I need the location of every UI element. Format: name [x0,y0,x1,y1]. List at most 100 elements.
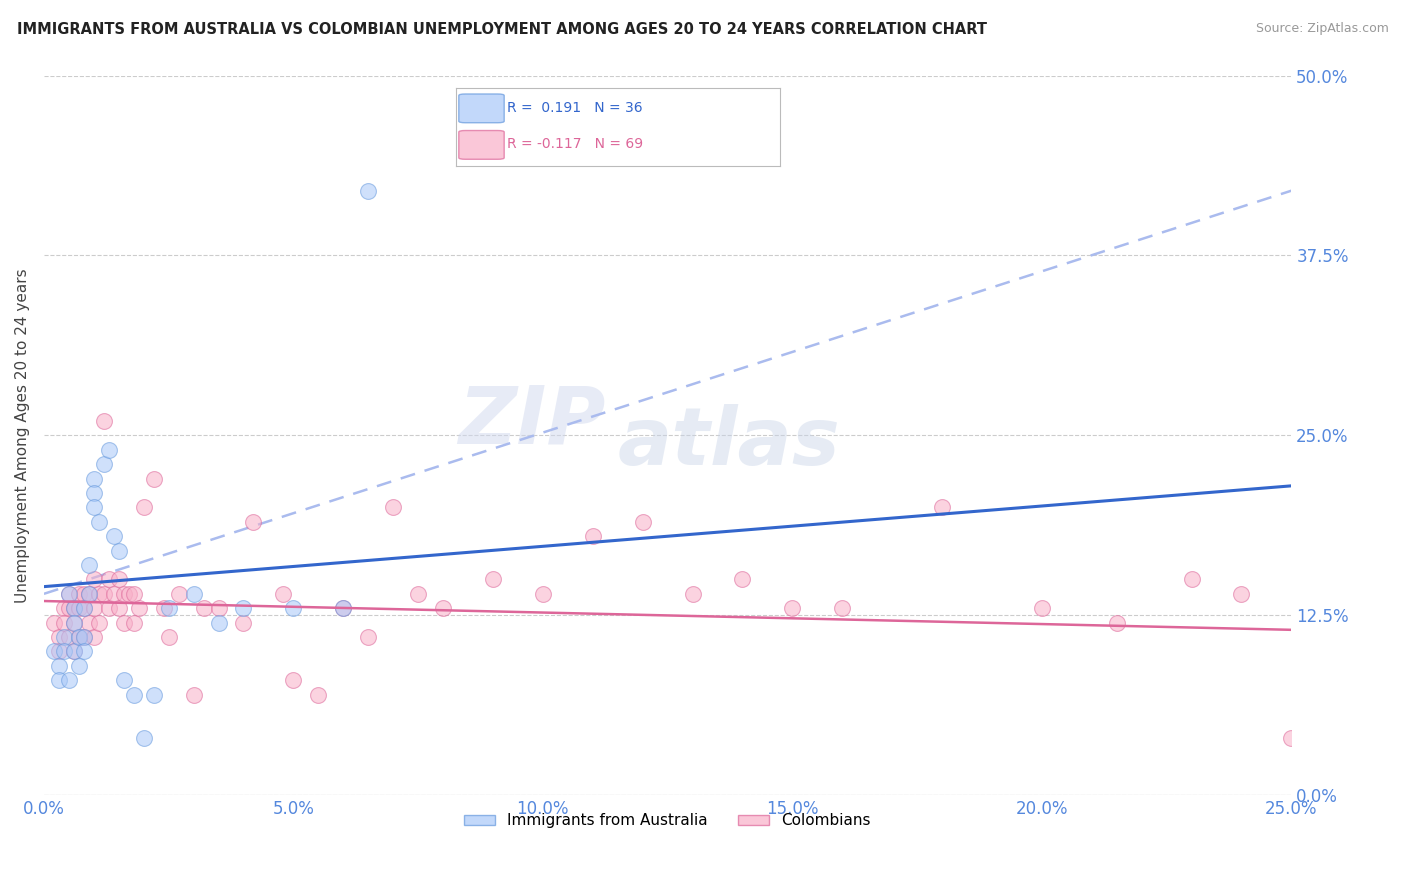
Point [232,601,254,615]
Point [58,587,80,601]
Point [97,573,120,587]
Point [93,414,115,428]
Point [73,601,96,615]
Text: atlas: atlas [617,404,841,482]
Point [63,601,86,615]
Point [582,529,605,543]
Point [67,601,90,615]
Point [1105,615,1128,630]
Point [67,658,90,673]
Point [382,500,405,515]
Legend: Immigrants from Australia, Colombians: Immigrants from Australia, Colombians [458,807,877,835]
Point [1279,731,1302,745]
Point [831,601,853,615]
Point [332,601,354,615]
Point [132,500,155,515]
Point [157,601,180,615]
Point [87,515,110,529]
Point [42,644,65,658]
Point [132,731,155,745]
Point [77,587,100,601]
Point [157,630,180,644]
Point [77,615,100,630]
Point [128,601,150,615]
Point [73,630,96,644]
Point [142,688,165,702]
Point [1230,587,1253,601]
Point [112,587,135,601]
Point [48,630,70,644]
Point [122,615,145,630]
Point [432,601,454,615]
Point [107,601,129,615]
Point [73,644,96,658]
Point [332,601,354,615]
Point [48,644,70,658]
Point [63,644,86,658]
Point [83,601,105,615]
Point [406,587,429,601]
Point [152,601,174,615]
Point [273,587,295,601]
Point [87,587,110,601]
Point [782,601,804,615]
Point [1180,573,1202,587]
Point [682,587,704,601]
Point [931,500,953,515]
Point [122,587,145,601]
Point [63,615,86,630]
Text: IMMIGRANTS FROM AUSTRALIA VS COLOMBIAN UNEMPLOYMENT AMONG AGES 20 TO 24 YEARS CO: IMMIGRANTS FROM AUSTRALIA VS COLOMBIAN U… [17,22,987,37]
Point [87,615,110,630]
Point [83,500,105,515]
Point [73,630,96,644]
Point [207,601,229,615]
Point [83,573,105,587]
Point [52,601,75,615]
Point [48,673,70,688]
Point [58,630,80,644]
Point [97,601,120,615]
Point [103,587,125,601]
Point [52,615,75,630]
Point [63,601,86,615]
Point [183,688,205,702]
Point [97,442,120,457]
Point [93,457,115,471]
Point [73,601,96,615]
Point [42,615,65,630]
Point [107,543,129,558]
Point [63,644,86,658]
Point [118,587,141,601]
Point [58,587,80,601]
Point [142,472,165,486]
Text: ZIP: ZIP [458,382,605,460]
Point [357,630,380,644]
Point [122,688,145,702]
Point [357,184,380,198]
Point [112,673,135,688]
Point [103,529,125,543]
Point [167,587,190,601]
Point [482,573,505,587]
Point [307,688,329,702]
Point [67,630,90,644]
Point [283,673,305,688]
Point [631,515,654,529]
Point [52,630,75,644]
Point [531,587,554,601]
Text: Source: ZipAtlas.com: Source: ZipAtlas.com [1256,22,1389,36]
Point [83,472,105,486]
Point [63,615,86,630]
Point [183,587,205,601]
Point [52,644,75,658]
Point [242,515,264,529]
Point [77,558,100,572]
Point [207,615,229,630]
Point [193,601,215,615]
Point [731,573,754,587]
Point [67,587,90,601]
Point [83,486,105,500]
Point [93,587,115,601]
Point [58,673,80,688]
Point [77,587,100,601]
